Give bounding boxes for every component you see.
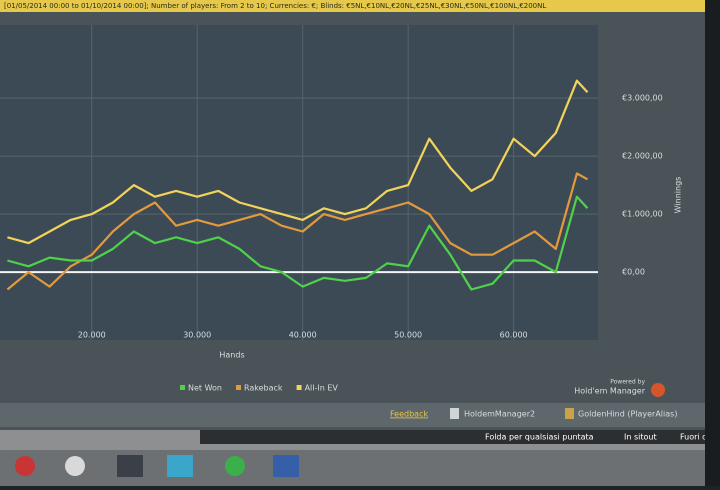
series-line <box>7 79 589 245</box>
app-icon[interactable] <box>167 455 193 477</box>
x-tick-label: 30.000 <box>183 331 211 340</box>
filter-bar <box>0 0 705 12</box>
link[interactable]: HoldemManager2 <box>464 410 535 419</box>
series-line <box>7 195 589 291</box>
y-tick-label: €1.000,00 <box>622 210 663 219</box>
x-tick-label: 60.000 <box>500 331 528 340</box>
legend-swatch <box>296 385 302 390</box>
x-tick-label: 50.000 <box>394 331 422 340</box>
legend-label: Rakeback <box>244 384 283 393</box>
brand-icon <box>651 383 665 397</box>
powered-by: Powered by <box>610 379 645 386</box>
x-axis-label: Hands <box>219 351 244 360</box>
y-tick-label: €0,00 <box>622 268 645 277</box>
filter-text: [01/05/2014 00:00 to 01/10/2014 00:00]; … <box>4 2 546 10</box>
link[interactable]: GoldenHind (PlayerAlias) <box>578 410 677 419</box>
checkbox-label[interactable]: In sitout <box>624 433 657 442</box>
legend-label: All-In EV <box>305 384 339 393</box>
legend: Net Won Rakeback All-In EV <box>180 384 338 393</box>
legend-swatch <box>180 385 185 390</box>
checkbox-label[interactable]: Fuori d <box>680 433 707 442</box>
app-icon[interactable] <box>15 456 35 476</box>
y-tick-label: €2.000,00 <box>622 152 663 161</box>
x-tick-label: 40.000 <box>289 331 317 340</box>
legend-label: Net Won <box>188 384 222 393</box>
link[interactable]: Feedback <box>390 410 428 419</box>
bottom-bar <box>0 403 705 427</box>
brand: Hold'em Manager <box>574 387 645 396</box>
app-icon[interactable] <box>117 455 143 477</box>
y-axis-label: Winnings <box>674 177 683 214</box>
app-icon[interactable] <box>273 455 299 477</box>
monitor-frame <box>705 0 720 486</box>
app-icon[interactable] <box>65 456 85 476</box>
x-tick-label: 20.000 <box>78 331 106 340</box>
series-line <box>6 172 589 291</box>
y-tick-label: €3.000,00 <box>622 94 663 103</box>
icon <box>565 408 574 419</box>
icon <box>450 408 459 419</box>
table-strip <box>200 430 705 444</box>
legend-swatch <box>236 385 241 390</box>
app-icon[interactable] <box>225 456 245 476</box>
plot-area <box>0 25 598 340</box>
chart: 20.000 30.000 40.000 50.000 60.000 €0,00 €1.00… <box>0 25 663 340</box>
taskbar <box>0 450 705 486</box>
checkbox-label[interactable]: Folda per qualsiasi puntata <box>485 433 594 442</box>
